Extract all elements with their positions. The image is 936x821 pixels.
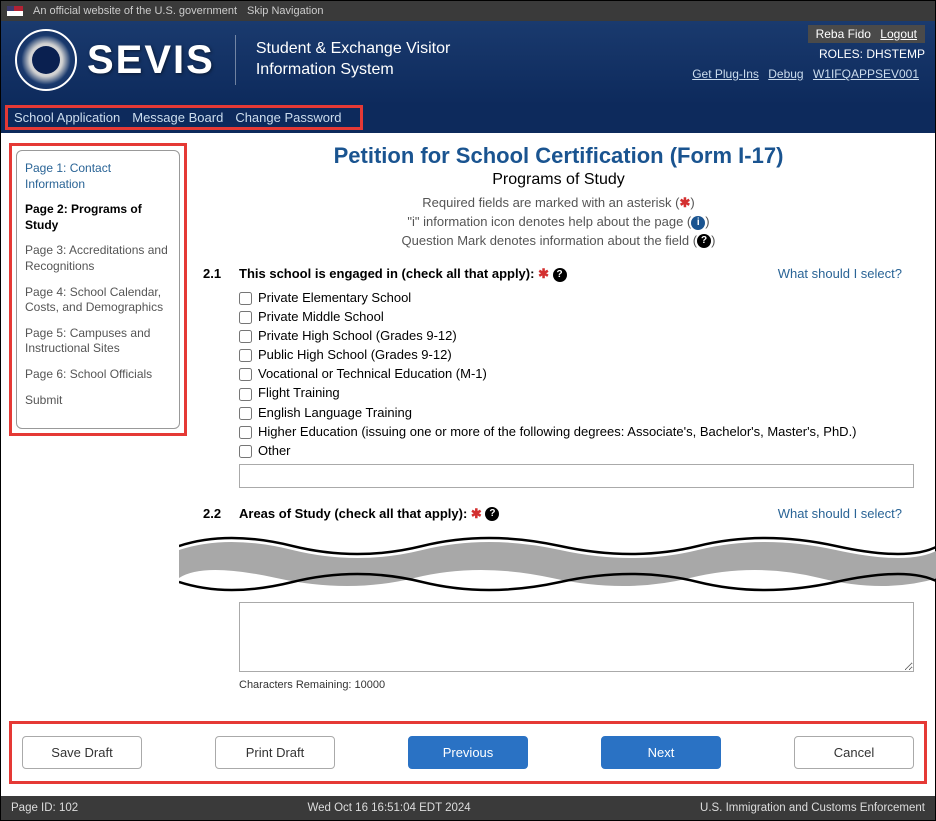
server-link[interactable]: W1IFQAPPSEV001 bbox=[813, 67, 919, 81]
hint-question: Question Mark denotes information about … bbox=[203, 233, 914, 249]
cancel-button[interactable]: Cancel bbox=[794, 736, 914, 769]
cb-private-elem[interactable] bbox=[239, 292, 252, 305]
page-id: Page ID: 102 bbox=[11, 802, 78, 814]
cb-private-middle[interactable] bbox=[239, 311, 252, 324]
question-icon: ? bbox=[697, 234, 711, 248]
hint-info: "i" information icon denotes help about … bbox=[203, 214, 914, 230]
brand: SEVIS Student & Exchange Visitor Informa… bbox=[15, 29, 450, 91]
roles-text: ROLES: DHSTEMP bbox=[692, 47, 925, 61]
nav-message-board[interactable]: Message Board bbox=[132, 110, 223, 125]
q21-options: Private Elementary School Private Middle… bbox=[239, 290, 914, 488]
buttons-highlight: Save Draft Print Draft Previous Next Can… bbox=[9, 721, 927, 784]
org-name: U.S. Immigration and Customs Enforcement bbox=[700, 802, 925, 814]
user-name: Reba Fido bbox=[816, 27, 871, 41]
sidebar-page1[interactable]: Page 1: Contact Information bbox=[25, 161, 171, 192]
sidebar-page5[interactable]: Page 5: Campuses and Instructional Sites bbox=[25, 326, 171, 357]
sidebar-submit[interactable]: Submit bbox=[25, 393, 171, 409]
question-icon[interactable]: ? bbox=[485, 507, 499, 521]
asterisk-icon: ✱ bbox=[471, 506, 482, 521]
dhs-seal-icon bbox=[15, 29, 77, 91]
q21-help-link[interactable]: What should I select? bbox=[778, 266, 902, 281]
sidebar-wrap: Page 1: Contact Information Page 2: Prog… bbox=[9, 143, 187, 691]
q22-row: 2.2 Areas of Study (check all that apply… bbox=[203, 506, 914, 522]
print-draft-button[interactable]: Print Draft bbox=[215, 736, 335, 769]
cb-english[interactable] bbox=[239, 407, 252, 420]
q22-body: Areas of Study (check all that apply): ✱… bbox=[239, 506, 914, 522]
user-box: Reba Fido Logout bbox=[808, 25, 925, 43]
q21-body: This school is engaged in (check all tha… bbox=[239, 266, 914, 488]
areas-textarea[interactable] bbox=[239, 602, 914, 672]
sidebar-page4[interactable]: Page 4: School Calendar, Costs, and Demo… bbox=[25, 285, 171, 316]
previous-button[interactable]: Previous bbox=[408, 736, 528, 769]
cb-public-high[interactable] bbox=[239, 349, 252, 362]
cb-flight[interactable] bbox=[239, 388, 252, 401]
q21-label: This school is engaged in (check all tha… bbox=[239, 266, 534, 281]
q21-num: 2.1 bbox=[203, 266, 239, 488]
logout-link[interactable]: Logout bbox=[880, 27, 917, 41]
content-truncation-wave bbox=[179, 532, 936, 602]
header: SEVIS Student & Exchange Visitor Informa… bbox=[1, 21, 935, 105]
info-icon: i bbox=[691, 216, 705, 230]
sidebar-page6[interactable]: Page 6: School Officials bbox=[25, 367, 171, 383]
footer: Page ID: 102 Wed Oct 16 16:51:04 EDT 202… bbox=[1, 796, 935, 820]
asterisk-icon: ✱ bbox=[538, 266, 549, 281]
sidebar: Page 1: Contact Information Page 2: Prog… bbox=[16, 150, 180, 429]
q22-num: 2.2 bbox=[203, 506, 239, 522]
gov-banner: An official website of the U.S. governme… bbox=[1, 1, 935, 21]
content: Page 1: Contact Information Page 2: Prog… bbox=[1, 133, 935, 691]
cb-other[interactable] bbox=[239, 445, 252, 458]
save-draft-button[interactable]: Save Draft bbox=[22, 736, 142, 769]
sidebar-highlight: Page 1: Contact Information Page 2: Prog… bbox=[9, 143, 187, 436]
subtitle: Student & Exchange Visitor Information S… bbox=[256, 39, 451, 81]
cb-vocational[interactable] bbox=[239, 368, 252, 381]
debug-link[interactable]: Debug bbox=[768, 67, 803, 81]
page-title: Petition for School Certification (Form … bbox=[203, 143, 914, 169]
brand-name: SEVIS bbox=[87, 38, 215, 83]
q21-row: 2.1 This school is engaged in (check all… bbox=[203, 266, 914, 488]
char-remaining: Characters Remaining: 10000 bbox=[239, 679, 914, 691]
question-icon[interactable]: ? bbox=[553, 268, 567, 282]
header-right: Reba Fido Logout ROLES: DHSTEMP Get Plug… bbox=[692, 25, 925, 81]
gov-text: An official website of the U.S. governme… bbox=[33, 5, 237, 17]
asterisk-icon: ✱ bbox=[679, 195, 690, 210]
nav-change-password[interactable]: Change Password bbox=[235, 110, 341, 125]
q22-label: Areas of Study (check all that apply): bbox=[239, 506, 467, 521]
sidebar-page3[interactable]: Page 3: Accreditations and Recognitions bbox=[25, 243, 171, 274]
nav-highlight: School Application Message Board Change … bbox=[5, 105, 363, 130]
divider bbox=[235, 35, 236, 85]
other-input[interactable] bbox=[239, 464, 914, 488]
page-subtitle: Programs of Study bbox=[203, 171, 914, 189]
nav-school-app[interactable]: School Application bbox=[14, 110, 120, 125]
plugins-link[interactable]: Get Plug-Ins bbox=[692, 67, 759, 81]
nav-bar: School Application Message Board Change … bbox=[1, 105, 935, 133]
cb-higher-ed[interactable] bbox=[239, 426, 252, 439]
sidebar-page2[interactable]: Page 2: Programs of Study bbox=[25, 202, 171, 233]
cb-private-high[interactable] bbox=[239, 330, 252, 343]
flag-icon bbox=[7, 6, 23, 16]
main: Petition for School Certification (Form … bbox=[187, 143, 930, 691]
debug-row: Get Plug-Ins Debug W1IFQAPPSEV001 bbox=[692, 67, 925, 81]
skip-nav-link[interactable]: Skip Navigation bbox=[247, 5, 323, 17]
hint-required: Required fields are marked with an aster… bbox=[203, 195, 914, 211]
next-button[interactable]: Next bbox=[601, 736, 721, 769]
q22-help-link[interactable]: What should I select? bbox=[778, 506, 902, 521]
timestamp: Wed Oct 16 16:51:04 EDT 2024 bbox=[307, 802, 470, 814]
